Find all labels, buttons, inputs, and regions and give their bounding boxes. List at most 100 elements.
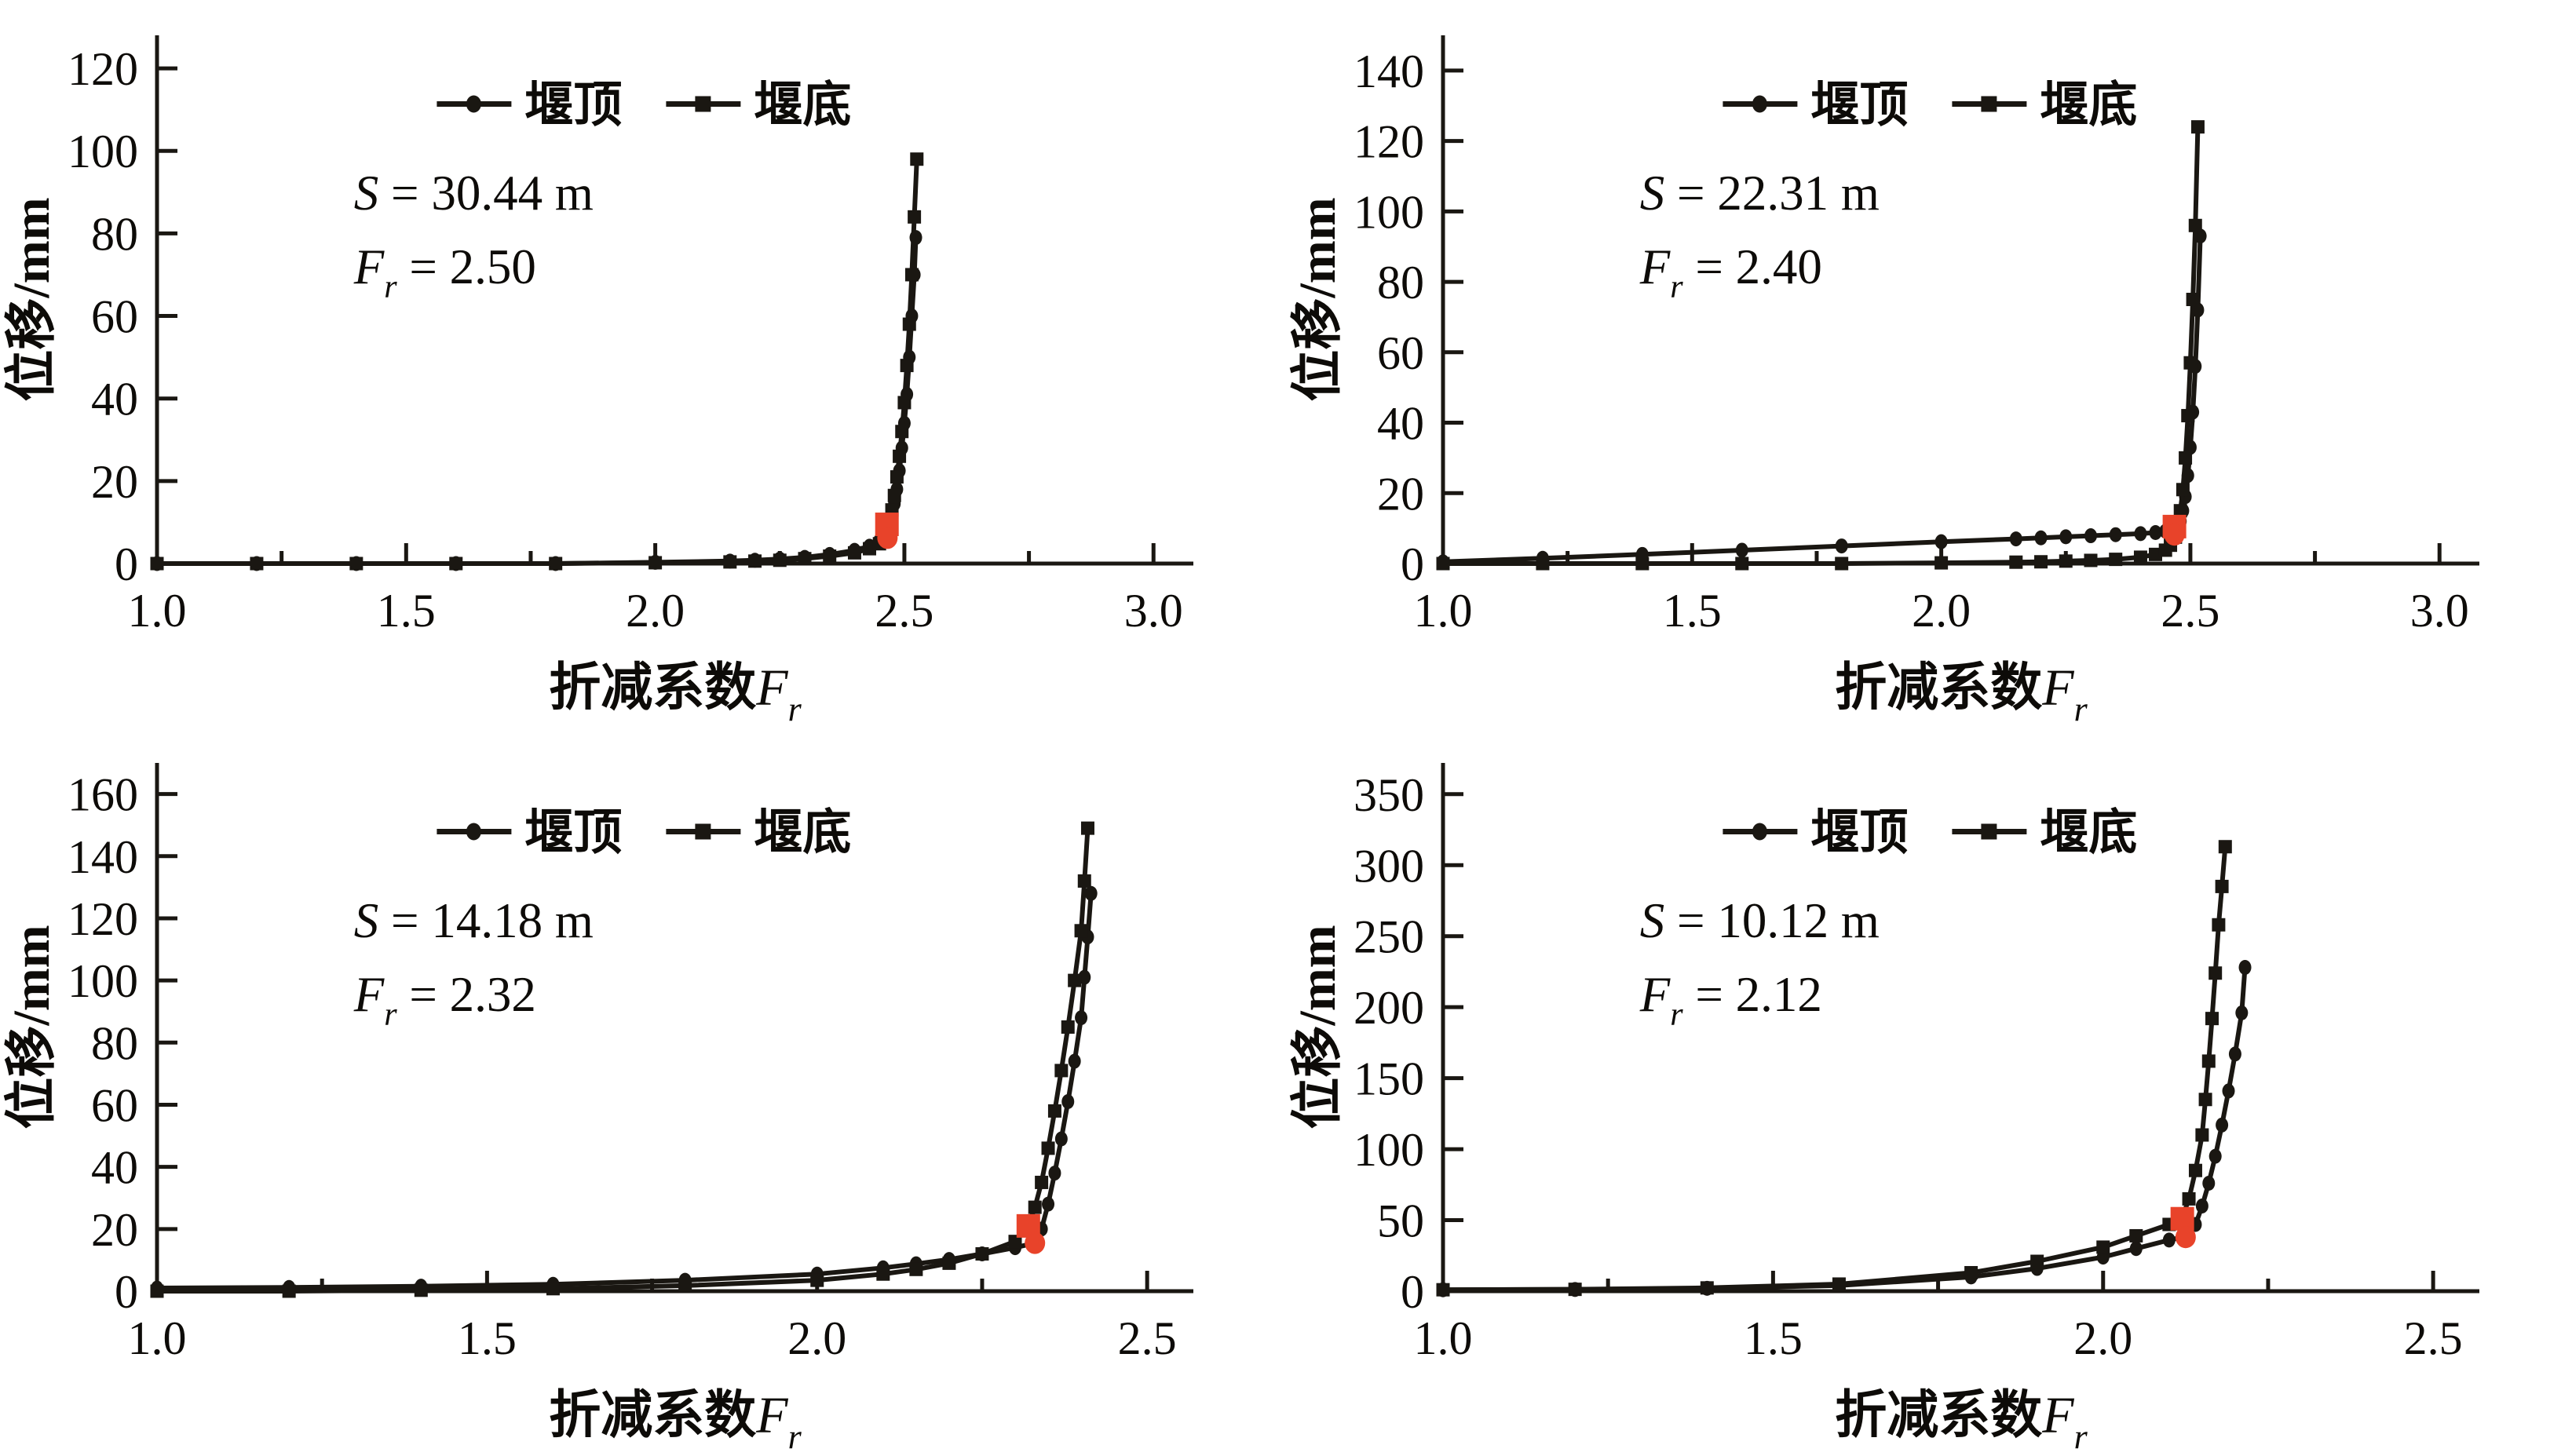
x-tick-label: 3.0 <box>2410 585 2469 637</box>
annotation: S = 30.44 m Fr = 2.50 <box>353 166 594 305</box>
critical-point-markers <box>1016 1213 1046 1254</box>
y-tick-label: 20 <box>91 1204 138 1256</box>
y-tick-label: 120 <box>68 43 138 95</box>
y-tick-label: 0 <box>115 538 138 590</box>
y-tick-label: 140 <box>68 831 138 883</box>
chart-top-right: 1.0 1.5 2.0 2.5 3.0 0 20 40 60 80 100 120 140 堰顶 堰底 S =… <box>1286 0 2572 728</box>
axes: 1.0 1.5 2.0 2.5 0 50 100 150 200 250 300 350 <box>1354 763 2479 1364</box>
y-tick-label: 50 <box>1377 1195 1424 1247</box>
legend-label: 堰顶 <box>1810 806 1908 859</box>
y-axis-title: 位移/mm <box>1289 925 1346 1129</box>
legend-label: 堰顶 <box>524 78 622 132</box>
y-tick-label: 20 <box>91 456 138 508</box>
y-tick-label: 60 <box>91 1079 138 1131</box>
chart-svg-bottom-right: 1.0 1.5 2.0 2.5 0 50 100 150 200 250 300 350 堰顶 堰底 S =… <box>1289 763 2479 1456</box>
legend-square-marker-icon <box>1981 823 1997 840</box>
y-tick-label: 80 <box>91 208 138 260</box>
x-tick-label: 1.5 <box>458 1312 517 1364</box>
annotation-s: S = 30.44 m <box>354 166 594 221</box>
legend-label: 堰顶 <box>524 806 622 859</box>
x-axis-title: 折减系数Fr <box>1835 1387 2088 1456</box>
y-tick-label: 100 <box>68 955 138 1007</box>
series-yanding <box>1437 960 2252 1297</box>
y-tick-label: 100 <box>1354 1124 1424 1176</box>
x-tick-label: 1.5 <box>1744 1312 1803 1364</box>
y-axis-title: 位移/mm <box>3 197 60 401</box>
legend: 堰顶 堰底 <box>437 805 851 859</box>
legend-label: 堰底 <box>754 805 851 859</box>
y-tick-label: 120 <box>1354 116 1424 168</box>
annotation-fr: Fr = 2.40 <box>1639 239 1822 305</box>
y-tick-label: 200 <box>1354 982 1424 1034</box>
x-tick-label: 1.0 <box>1414 585 1473 637</box>
legend-circle-marker-icon <box>1752 95 1767 113</box>
axes: 1.0 1.5 2.0 2.5 3.0 0 20 40 60 80 100 120 <box>68 35 1193 637</box>
legend-square-marker-icon <box>695 96 711 112</box>
annotation: S = 22.31 m Fr = 2.40 <box>1639 166 1880 305</box>
x-tick-label: 2.5 <box>2161 585 2219 637</box>
legend: 堰顶 堰底 <box>437 78 851 132</box>
critical-point-markers <box>875 513 899 549</box>
x-tick-label: 1.0 <box>1414 1312 1473 1364</box>
x-tick-label: 2.0 <box>2073 1312 2132 1364</box>
y-tick-label: 40 <box>91 1142 138 1194</box>
chart-svg-top-right: 1.0 1.5 2.0 2.5 3.0 0 20 40 60 80 100 120 140 堰顶 堰底 S =… <box>1289 35 2479 728</box>
y-tick-label: 40 <box>91 374 138 425</box>
series-yanding <box>151 885 1098 1296</box>
legend-square-marker-icon <box>1981 96 1997 112</box>
legend-label: 堰顶 <box>1810 78 1908 132</box>
y-tick-label: 40 <box>1377 398 1424 450</box>
y-tick-label: 0 <box>1401 538 1424 590</box>
chart-bottom-left: 1.0 1.5 2.0 2.5 0 20 40 60 80 100 120 140 160 堰顶 堰底 S =… <box>0 728 1286 1456</box>
y-tick-label: 350 <box>1354 769 1424 821</box>
y-tick-label: 250 <box>1354 911 1424 963</box>
annotation-s: S = 14.18 m <box>354 893 594 948</box>
y-tick-label: 80 <box>91 1017 138 1069</box>
critical-point-markers <box>2170 1206 2196 1249</box>
legend-label: 堰底 <box>2040 805 2137 859</box>
y-axis-title: 位移/mm <box>1289 197 1346 401</box>
x-tick-label: 2.5 <box>1118 1312 1177 1364</box>
series-yandi <box>150 821 1094 1298</box>
legend-label: 堰底 <box>754 78 851 132</box>
x-tick-label: 2.0 <box>1912 585 1971 637</box>
series-yanding <box>151 230 922 571</box>
y-tick-label: 300 <box>1354 840 1424 892</box>
x-axis-title: 折减系数Fr <box>549 659 802 728</box>
x-tick-label: 1.0 <box>128 585 187 637</box>
chart-top-left: 1.0 1.5 2.0 2.5 3.0 0 20 40 60 80 100 120 堰顶 堰底 S = 30… <box>0 0 1286 728</box>
y-tick-label: 60 <box>1377 327 1424 379</box>
y-tick-label: 60 <box>91 291 138 343</box>
annotation-s: S = 10.12 m <box>1640 893 1880 948</box>
y-tick-label: 100 <box>68 126 138 177</box>
y-tick-label: 140 <box>1354 46 1424 97</box>
chart-bottom-right: 1.0 1.5 2.0 2.5 0 50 100 150 200 250 300 350 堰顶 堰底 S =… <box>1286 728 2572 1456</box>
legend: 堰顶 堰底 <box>1723 78 2137 132</box>
chart-svg-top-left: 1.0 1.5 2.0 2.5 3.0 0 20 40 60 80 100 120 堰顶 堰底 S = 30… <box>3 35 1193 728</box>
critical-point-markers <box>2162 514 2187 546</box>
y-tick-label: 0 <box>1401 1266 1424 1318</box>
annotation: S = 14.18 m Fr = 2.32 <box>353 893 594 1033</box>
legend-circle-marker-icon <box>1752 823 1767 841</box>
x-axis-title: 折减系数Fr <box>1835 659 2088 728</box>
y-tick-label: 20 <box>1377 468 1424 520</box>
annotation: S = 10.12 m Fr = 2.12 <box>1639 893 1880 1033</box>
legend-circle-marker-icon <box>466 823 481 841</box>
y-tick-label: 150 <box>1354 1053 1424 1105</box>
chart-svg-bottom-left: 1.0 1.5 2.0 2.5 0 20 40 60 80 100 120 140 160 堰顶 堰底 S =… <box>3 763 1193 1456</box>
legend: 堰顶 堰底 <box>1723 805 2137 859</box>
annotation-s: S = 22.31 m <box>1640 166 1880 221</box>
y-tick-label: 100 <box>1354 186 1424 238</box>
x-axis-title: 折减系数Fr <box>549 1387 802 1456</box>
x-tick-label: 1.5 <box>377 585 436 637</box>
y-tick-label: 160 <box>68 769 138 821</box>
legend-label: 堰底 <box>2040 78 2137 132</box>
annotation-fr: Fr = 2.12 <box>1639 967 1822 1033</box>
x-tick-label: 2.0 <box>626 585 685 637</box>
y-tick-label: 0 <box>115 1266 138 1318</box>
x-tick-label: 1.5 <box>1663 585 1722 637</box>
y-tick-label: 80 <box>1377 257 1424 308</box>
axes: 1.0 1.5 2.0 2.5 0 20 40 60 80 100 120 140 160 <box>68 763 1193 1364</box>
y-axis-title: 位移/mm <box>3 925 60 1129</box>
